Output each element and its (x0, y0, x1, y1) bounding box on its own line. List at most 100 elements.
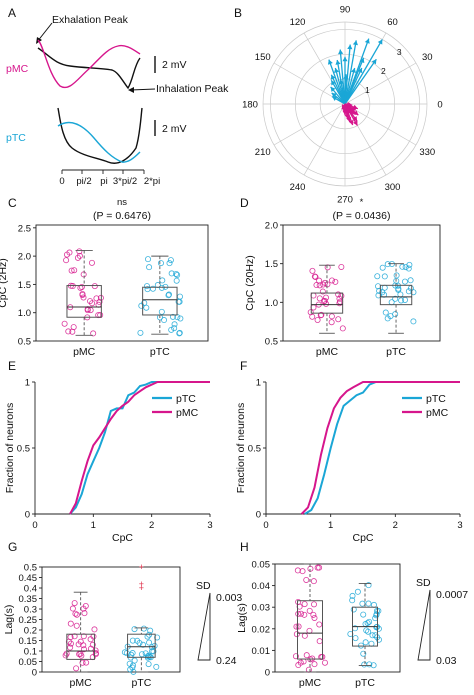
data-point-pmc (73, 611, 80, 618)
data-point-pmc (321, 279, 328, 286)
panel-a-xtick-0: 0 (59, 176, 64, 187)
x-tick-label: 3 (207, 520, 212, 531)
inhalation-arrow (130, 88, 156, 91)
polar-angle-label: 300 (385, 182, 401, 193)
data-point-ptc (398, 297, 405, 304)
data-point-pmc (297, 659, 304, 666)
polar-angle-label: 0 (437, 100, 442, 111)
data-point-ptc (361, 661, 368, 668)
y-tick-label: 0 (265, 668, 270, 679)
x-tick-label: 2 (393, 520, 398, 531)
chart-c: 0.5 1.0 1.5 2.0 2.5 CpC (2Hz) pMC pTC ns (P = 0.6… (0, 197, 209, 358)
data-point-pmc (96, 299, 103, 306)
data-point-ptc (173, 277, 180, 284)
trace-ptc-black (57, 107, 143, 164)
data-point-pmc (301, 632, 308, 639)
trace-ptc-cyan (57, 121, 141, 163)
polar-arrow-pmc-head (344, 107, 350, 114)
polar-arrow-ptc-head (357, 67, 363, 74)
polar-radius-label: 1 (365, 85, 370, 95)
series-line-pmc (300, 381, 460, 515)
data-point-ptc (146, 653, 153, 660)
polar-arrow-ptc-head (352, 40, 358, 46)
exhalation-peak-label: Exhalation Peak (52, 14, 129, 26)
x-axis-label: CpC (352, 532, 373, 544)
polar-arrow-pmc-head (352, 104, 358, 110)
data-point-ptc (365, 600, 372, 607)
data-point-pmc (328, 313, 335, 320)
x-tick-label: pTC (386, 346, 406, 358)
chart-d: 0.5 1.0 1.5 2.0 CpC (20Hz) pMC pTC * (P = 0.0436… (244, 197, 441, 358)
data-point-ptc (129, 637, 136, 644)
data-point-pmc (305, 666, 312, 673)
sd-wedge (197, 592, 211, 661)
data-point-pmc (316, 564, 323, 571)
data-point-pmc (306, 607, 313, 614)
data-point-ptc (375, 607, 382, 614)
data-point-ptc (143, 283, 150, 290)
data-point-ptc (384, 261, 391, 268)
data-point-pmc (314, 317, 321, 324)
data-point-pmc (76, 252, 83, 259)
polar-arrow-ptc-head (335, 59, 341, 65)
data-point-pmc (89, 641, 96, 648)
data-point-ptc (157, 260, 164, 267)
data-point-pmc (71, 267, 78, 274)
data-point-pmc (335, 316, 342, 323)
data-point-pmc (78, 283, 85, 290)
y-axis-label: Fraction of neurons (235, 403, 247, 493)
data-point-ptc (360, 611, 367, 618)
x-tick-label: pTC (355, 677, 375, 689)
panel-label-a: A (8, 6, 16, 20)
polar-arrow-pmc-head (348, 108, 353, 114)
data-point-ptc (140, 625, 147, 632)
data-point-pmc (294, 567, 301, 574)
x-tick-label: pMC (73, 346, 96, 358)
y-axis-label: Lag(s) (3, 605, 15, 635)
data-point-pmc (316, 277, 323, 284)
data-point-ptc (349, 597, 356, 604)
polar-radius-label: 2 (381, 66, 386, 76)
data-point-pmc (316, 295, 323, 302)
panel-a-x-ticks (61, 170, 145, 174)
panel-a-xtick-2: pi (100, 176, 107, 187)
data-point-ptc (352, 635, 359, 642)
box-ptc (142, 286, 178, 316)
x-tick-label: 1 (328, 520, 333, 531)
data-point-ptc (169, 313, 176, 320)
data-point-pmc (88, 259, 95, 266)
data-point-ptc (147, 627, 154, 634)
data-point-pmc (324, 264, 331, 271)
data-point-ptc (166, 260, 173, 267)
data-point-pmc (316, 282, 323, 289)
data-point-pmc (67, 644, 74, 651)
data-point-ptc (153, 663, 160, 670)
polar-arrow-ptc-head (343, 74, 349, 79)
sd-value-high: 0.0007 (436, 589, 468, 601)
box-pmc (310, 292, 344, 314)
data-point-ptc (354, 588, 361, 595)
data-point-pmc (321, 659, 328, 666)
data-point-pmc (89, 300, 96, 307)
data-point-pmc (312, 273, 319, 280)
polar-arrow-ptc-head (338, 49, 344, 55)
data-point-ptc (365, 582, 372, 589)
polar-arrow-ptc (344, 74, 347, 105)
inhalation-peak-label: Inhalation Peak (156, 83, 229, 95)
data-point-ptc (364, 619, 371, 626)
chart-f: 0 1 2 3 0 0.5 1 Fraction of neurons CpC pTC pMC (235, 378, 463, 545)
plot-frame (282, 224, 441, 342)
data-point-ptc (410, 289, 417, 296)
polar-angle-label: 270 (337, 195, 353, 206)
box-ptc (127, 633, 156, 658)
y-tick-label: 2.0 (265, 221, 278, 232)
polar-angle-label: 330 (419, 147, 435, 158)
polar-arrow-ptc-head (371, 59, 377, 65)
data-point-ptc (173, 270, 180, 277)
y-tick-label: 2.0 (18, 252, 31, 263)
data-point-ptc (406, 261, 413, 268)
data-point-ptc (149, 285, 156, 292)
y-tick-label: 0 (25, 510, 30, 521)
data-point-pmc (313, 282, 320, 289)
